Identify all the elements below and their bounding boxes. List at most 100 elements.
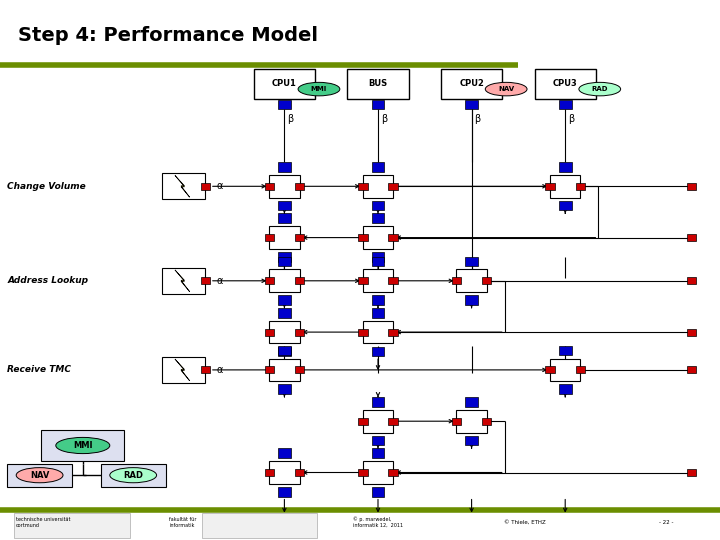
Bar — [295, 366, 305, 374]
Bar — [359, 183, 367, 190]
Bar — [441, 69, 503, 98]
Bar — [465, 397, 478, 407]
Bar — [278, 347, 291, 356]
Bar — [482, 278, 492, 284]
Bar — [265, 469, 274, 476]
Bar — [278, 384, 291, 394]
Text: NAV: NAV — [30, 471, 49, 480]
Polygon shape — [175, 270, 189, 292]
Bar — [200, 183, 210, 190]
Bar — [162, 268, 205, 294]
Bar — [559, 201, 572, 211]
Bar — [295, 278, 305, 284]
Bar — [363, 461, 393, 484]
Bar — [465, 436, 478, 446]
Bar — [278, 162, 291, 172]
Bar — [278, 99, 291, 109]
Bar — [254, 69, 315, 98]
Bar — [295, 183, 305, 190]
Bar — [269, 321, 300, 343]
Bar — [265, 278, 274, 284]
Bar — [265, 234, 274, 241]
Bar — [389, 183, 398, 190]
Bar — [359, 328, 367, 335]
Bar — [550, 175, 580, 198]
Text: Receive TMC: Receive TMC — [7, 366, 71, 374]
Bar — [359, 278, 367, 284]
Bar — [372, 252, 384, 262]
Text: Step 4: Performance Model: Step 4: Performance Model — [18, 25, 318, 45]
Bar — [278, 487, 291, 497]
Text: β: β — [568, 114, 575, 124]
Text: α: α — [216, 276, 222, 286]
Bar — [372, 162, 384, 172]
Bar — [452, 418, 462, 424]
Bar — [465, 295, 478, 305]
Bar — [687, 328, 696, 335]
Text: α: α — [216, 365, 222, 375]
Text: MMI: MMI — [73, 441, 93, 450]
Bar — [465, 256, 478, 266]
Polygon shape — [175, 359, 189, 381]
Text: Address Lookup: Address Lookup — [7, 276, 89, 285]
Text: CPU1: CPU1 — [272, 79, 297, 88]
Bar — [389, 418, 398, 424]
Bar — [559, 346, 572, 355]
Bar — [202, 512, 317, 538]
Bar — [269, 226, 300, 249]
Bar — [363, 226, 393, 249]
Bar — [363, 321, 393, 343]
Bar — [359, 418, 367, 424]
Bar — [278, 295, 291, 305]
Bar — [363, 175, 393, 198]
Bar — [363, 410, 393, 433]
Text: CPU3: CPU3 — [553, 79, 577, 88]
Bar — [42, 430, 125, 461]
Bar — [101, 464, 166, 487]
Bar — [389, 278, 398, 284]
Bar — [359, 469, 367, 476]
Text: - 22 -: - 22 - — [659, 520, 673, 525]
Bar — [265, 366, 274, 374]
Bar — [348, 69, 409, 98]
Bar — [372, 308, 384, 318]
Ellipse shape — [485, 82, 527, 96]
Text: fakultät für
informatik: fakultät für informatik — [169, 517, 197, 528]
Bar — [465, 99, 478, 109]
Text: © p. marwedel,
informatik 12,  2011: © p. marwedel, informatik 12, 2011 — [353, 517, 403, 528]
Bar — [162, 173, 205, 199]
Bar — [559, 162, 572, 172]
Bar — [576, 366, 585, 374]
Bar — [372, 397, 384, 407]
Bar — [278, 448, 291, 458]
Bar — [687, 278, 696, 284]
Bar — [456, 269, 487, 292]
Text: CPU2: CPU2 — [459, 79, 484, 88]
Bar — [269, 461, 300, 484]
Bar — [7, 464, 72, 487]
Bar — [687, 234, 696, 241]
Polygon shape — [175, 176, 189, 197]
Bar — [389, 328, 398, 335]
Bar — [278, 201, 291, 211]
Bar — [278, 256, 291, 266]
Ellipse shape — [56, 437, 110, 454]
Bar — [278, 213, 291, 223]
Bar — [200, 278, 210, 284]
Bar — [265, 183, 274, 190]
Bar — [278, 346, 291, 355]
Bar — [550, 359, 580, 381]
Text: © Thiele, ETHZ: © Thiele, ETHZ — [504, 520, 546, 525]
Bar — [534, 69, 596, 98]
Bar — [363, 269, 393, 292]
Text: α: α — [216, 181, 222, 191]
Bar — [452, 278, 462, 284]
Ellipse shape — [579, 82, 621, 96]
Bar — [359, 234, 367, 241]
Bar — [372, 448, 384, 458]
Bar — [372, 99, 384, 109]
Bar — [687, 183, 696, 190]
Bar — [278, 252, 291, 262]
Text: β: β — [381, 114, 387, 124]
Text: β: β — [287, 114, 294, 124]
